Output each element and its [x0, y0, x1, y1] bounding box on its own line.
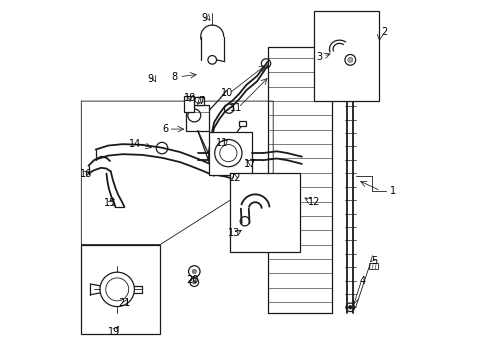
Text: 6: 6 — [162, 124, 168, 134]
Bar — [239, 121, 246, 126]
Text: 21: 21 — [118, 298, 130, 309]
Text: 20: 20 — [186, 275, 199, 285]
Text: 7: 7 — [198, 96, 204, 106]
Text: 17: 17 — [244, 158, 256, 168]
Text: 13: 13 — [228, 228, 240, 238]
Circle shape — [192, 269, 196, 274]
Bar — [81, 244, 160, 334]
Bar — [191, 97, 204, 105]
Bar — [368, 263, 377, 269]
Text: 11: 11 — [215, 139, 227, 148]
Text: 2: 2 — [381, 27, 387, 37]
Bar — [230, 173, 300, 252]
Bar — [183, 96, 194, 112]
Text: 8: 8 — [171, 72, 177, 82]
Text: 3: 3 — [316, 52, 322, 62]
Text: 19: 19 — [107, 327, 120, 337]
Text: 18: 18 — [184, 93, 196, 103]
Text: 9: 9 — [147, 74, 153, 84]
Text: 9: 9 — [201, 13, 207, 23]
Circle shape — [347, 57, 352, 62]
Text: 4: 4 — [359, 276, 365, 286]
Text: 10: 10 — [221, 88, 233, 98]
Text: 22: 22 — [228, 173, 241, 183]
Bar — [314, 12, 378, 101]
Circle shape — [348, 306, 351, 309]
Text: 15: 15 — [104, 198, 116, 208]
Text: 14: 14 — [129, 139, 141, 149]
Text: 5: 5 — [370, 256, 376, 266]
Text: 1: 1 — [389, 186, 395, 197]
Text: 16: 16 — [80, 169, 92, 179]
Bar — [208, 132, 251, 175]
Circle shape — [192, 280, 196, 284]
Text: 11: 11 — [230, 103, 242, 113]
Bar — [186, 105, 209, 131]
Text: 12: 12 — [308, 197, 320, 207]
